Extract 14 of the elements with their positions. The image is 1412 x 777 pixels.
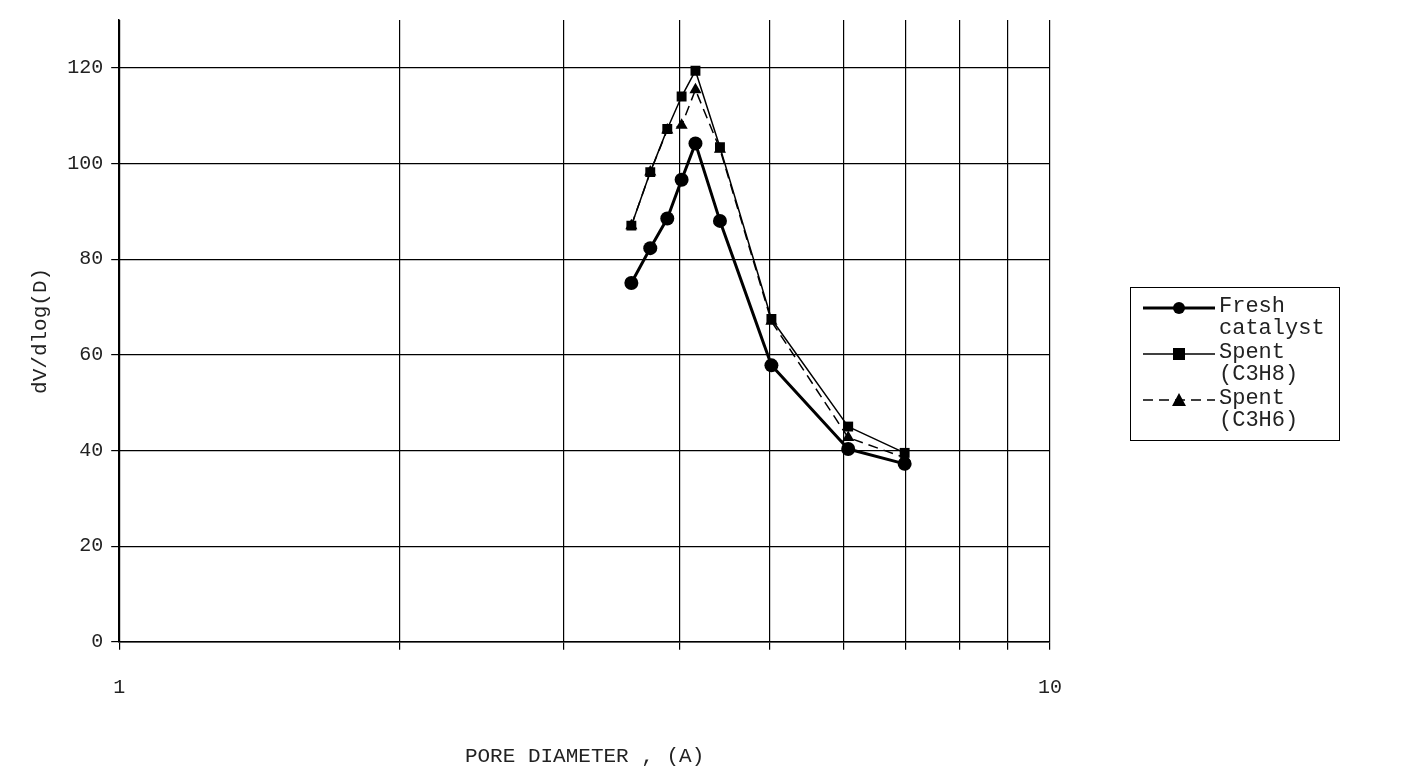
- y-tick-label: 20: [79, 534, 104, 558]
- x-tick-label: 1: [113, 676, 126, 700]
- legend-label: Spent (C3H8): [1219, 340, 1300, 387]
- legend-label: Fresh catalyst: [1219, 294, 1326, 341]
- x-axis-title: PORE DIAMETER , (A): [464, 744, 705, 768]
- legend-label: Spent (C3H6): [1219, 386, 1300, 433]
- y-tick-label: 60: [79, 343, 104, 367]
- y-tick-label: 40: [79, 438, 104, 462]
- y-tick-label: 0: [91, 630, 104, 654]
- y-axis-title: dV/dlog(D): [29, 267, 53, 394]
- y-tick-label: 80: [79, 247, 104, 271]
- x-tick-label: 10: [1037, 676, 1063, 700]
- y-tick-label: 120: [67, 56, 104, 80]
- y-tick-label: 100: [67, 151, 104, 175]
